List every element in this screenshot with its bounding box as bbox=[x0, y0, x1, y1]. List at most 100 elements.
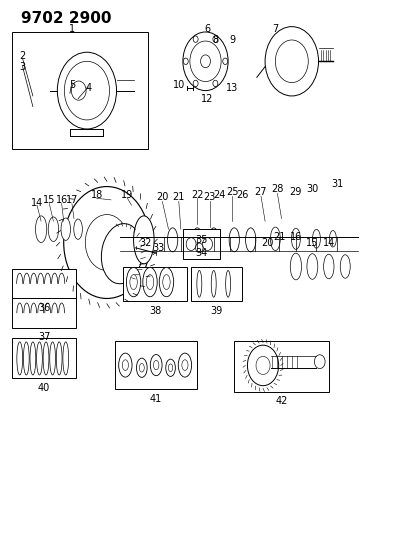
Ellipse shape bbox=[146, 274, 154, 289]
Ellipse shape bbox=[340, 255, 350, 278]
Circle shape bbox=[213, 80, 218, 87]
Text: 7: 7 bbox=[272, 25, 279, 34]
Text: 2: 2 bbox=[19, 51, 26, 61]
Text: 1: 1 bbox=[69, 25, 75, 34]
Text: 6: 6 bbox=[205, 25, 210, 34]
Ellipse shape bbox=[168, 228, 178, 252]
Ellipse shape bbox=[130, 274, 137, 289]
Circle shape bbox=[314, 355, 325, 369]
Ellipse shape bbox=[229, 228, 239, 252]
Circle shape bbox=[213, 36, 218, 42]
Ellipse shape bbox=[23, 342, 29, 375]
Text: 35: 35 bbox=[195, 235, 208, 245]
Text: 14: 14 bbox=[31, 198, 43, 207]
Text: 13: 13 bbox=[226, 83, 238, 93]
Ellipse shape bbox=[35, 216, 47, 243]
Text: 38: 38 bbox=[149, 306, 161, 316]
Ellipse shape bbox=[270, 227, 280, 251]
Circle shape bbox=[183, 32, 228, 91]
Text: 20: 20 bbox=[261, 238, 273, 247]
Text: 14: 14 bbox=[323, 238, 335, 247]
Text: 28: 28 bbox=[271, 184, 284, 194]
Bar bbox=[12, 298, 76, 328]
Ellipse shape bbox=[307, 254, 318, 279]
Text: 24: 24 bbox=[214, 190, 226, 199]
Circle shape bbox=[275, 40, 308, 83]
Circle shape bbox=[64, 187, 150, 298]
Ellipse shape bbox=[30, 342, 36, 375]
Ellipse shape bbox=[312, 229, 321, 248]
Ellipse shape bbox=[74, 219, 82, 239]
Text: 41: 41 bbox=[150, 394, 162, 403]
Circle shape bbox=[203, 238, 212, 251]
Ellipse shape bbox=[211, 271, 216, 297]
Bar bbox=[191, 266, 242, 301]
Circle shape bbox=[247, 345, 279, 386]
Bar bbox=[123, 266, 187, 301]
Circle shape bbox=[256, 356, 270, 375]
Ellipse shape bbox=[169, 364, 173, 372]
Circle shape bbox=[58, 52, 117, 129]
Bar bbox=[183, 229, 220, 259]
Text: 32: 32 bbox=[140, 238, 152, 247]
Text: 40: 40 bbox=[38, 383, 50, 393]
Bar bbox=[115, 341, 197, 389]
Ellipse shape bbox=[43, 342, 49, 375]
Ellipse shape bbox=[61, 218, 71, 240]
Circle shape bbox=[193, 36, 198, 42]
Circle shape bbox=[201, 55, 210, 68]
Ellipse shape bbox=[226, 271, 231, 297]
Ellipse shape bbox=[56, 342, 62, 375]
Text: 34: 34 bbox=[195, 248, 208, 258]
Text: 21: 21 bbox=[273, 232, 286, 242]
Ellipse shape bbox=[102, 224, 143, 284]
Text: 15: 15 bbox=[306, 238, 319, 247]
Text: 5: 5 bbox=[69, 80, 75, 90]
Text: 16: 16 bbox=[55, 195, 68, 205]
Ellipse shape bbox=[163, 274, 170, 289]
Ellipse shape bbox=[153, 360, 159, 370]
Circle shape bbox=[183, 58, 188, 64]
Text: 8: 8 bbox=[213, 35, 219, 45]
Ellipse shape bbox=[122, 360, 128, 370]
Bar bbox=[12, 338, 76, 378]
Text: 15: 15 bbox=[43, 195, 55, 205]
Circle shape bbox=[72, 81, 86, 100]
Ellipse shape bbox=[139, 364, 144, 372]
Text: 23: 23 bbox=[203, 192, 216, 202]
Text: 10: 10 bbox=[173, 80, 185, 90]
Text: 36: 36 bbox=[38, 303, 50, 313]
Ellipse shape bbox=[119, 353, 132, 377]
Text: 22: 22 bbox=[191, 190, 203, 199]
Ellipse shape bbox=[290, 253, 302, 280]
Ellipse shape bbox=[150, 354, 162, 376]
Text: 12: 12 bbox=[201, 94, 214, 103]
Circle shape bbox=[190, 41, 221, 82]
Circle shape bbox=[193, 80, 198, 87]
Circle shape bbox=[223, 58, 228, 64]
Text: 17: 17 bbox=[66, 195, 78, 205]
Text: 4: 4 bbox=[85, 83, 91, 93]
Ellipse shape bbox=[197, 271, 202, 297]
Ellipse shape bbox=[330, 231, 336, 247]
Text: 25: 25 bbox=[226, 187, 238, 197]
Ellipse shape bbox=[245, 228, 256, 252]
Text: 20: 20 bbox=[156, 192, 169, 202]
Ellipse shape bbox=[37, 342, 42, 375]
Ellipse shape bbox=[291, 228, 300, 249]
Text: 37: 37 bbox=[38, 333, 51, 342]
Circle shape bbox=[85, 214, 128, 271]
Circle shape bbox=[64, 61, 109, 120]
Text: 9: 9 bbox=[229, 35, 235, 45]
Text: 39: 39 bbox=[211, 306, 223, 316]
Text: 19: 19 bbox=[121, 190, 134, 199]
Text: 3: 3 bbox=[20, 62, 25, 71]
Ellipse shape bbox=[178, 353, 192, 377]
Ellipse shape bbox=[50, 342, 55, 375]
Text: 30: 30 bbox=[306, 184, 319, 194]
Bar bbox=[12, 269, 76, 298]
Ellipse shape bbox=[323, 254, 334, 279]
Ellipse shape bbox=[143, 268, 157, 297]
Text: 16: 16 bbox=[290, 232, 302, 242]
Ellipse shape bbox=[182, 360, 188, 370]
